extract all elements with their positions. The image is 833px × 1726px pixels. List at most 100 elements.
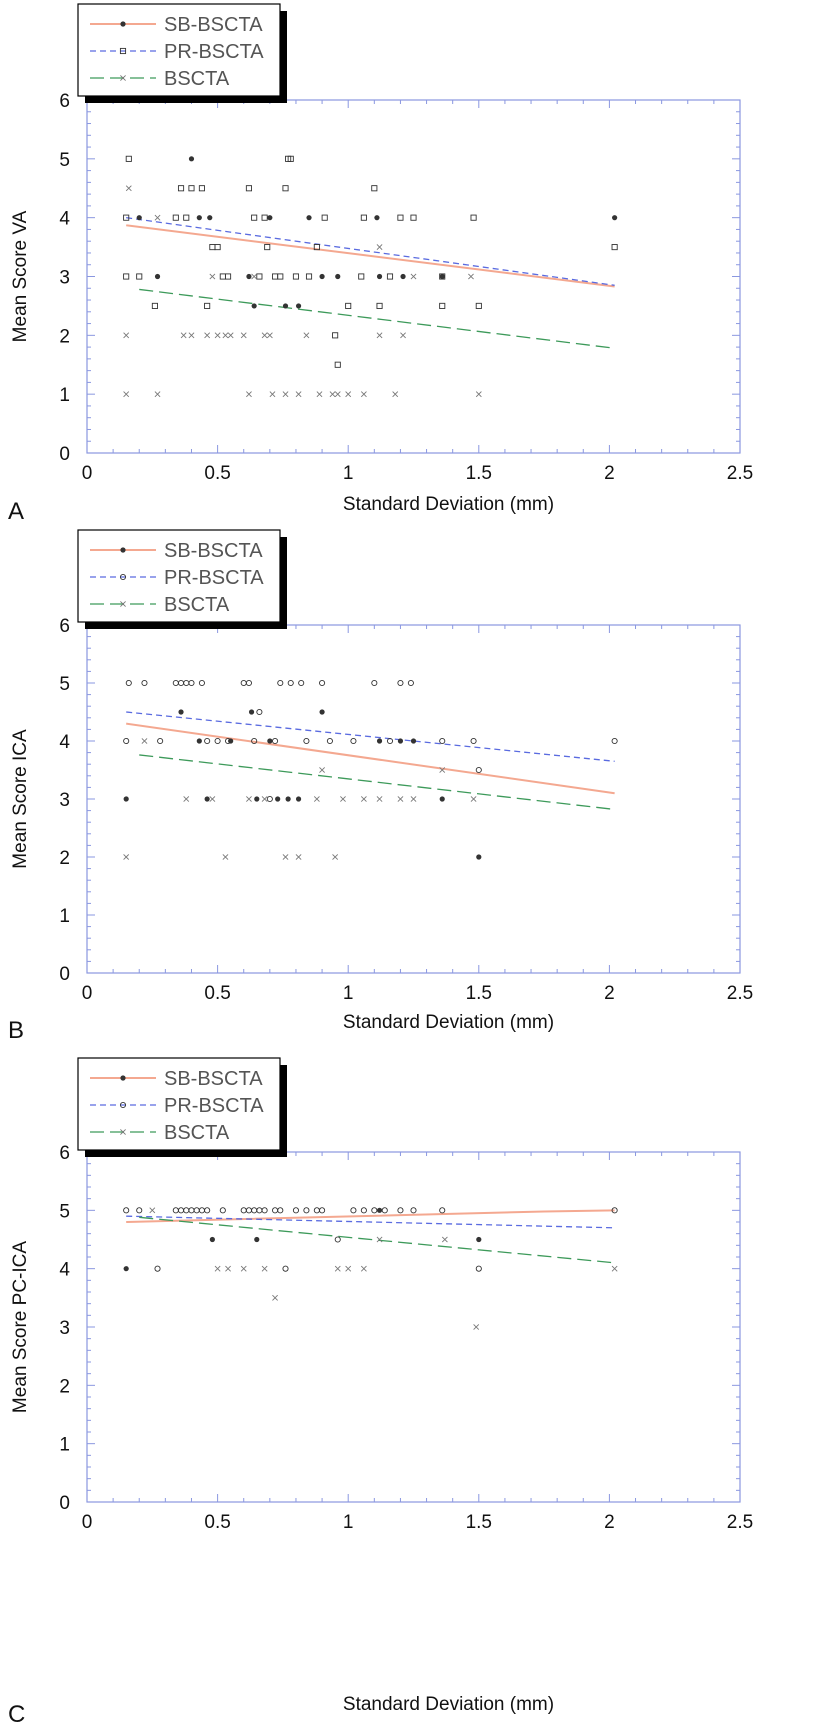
data-point-bscta (251, 273, 258, 280)
y-tick-label: 5 (59, 150, 70, 171)
x-tick-label: 0.5 (204, 983, 230, 1004)
data-point-bscta (392, 391, 399, 398)
data-point-pr-bscta (256, 1207, 263, 1214)
data-point-bscta (123, 854, 130, 860)
data-point-sb-bscta (267, 738, 273, 744)
data-point-pr-bscta (224, 737, 232, 745)
y-tick-label: 3 (59, 268, 70, 289)
data-point-pr-bscta (439, 273, 446, 280)
data-point-pr-bscta (439, 302, 446, 309)
data-point-pr-bscta (193, 1207, 200, 1214)
data-point-pr-bscta (326, 737, 333, 745)
data-point-pr-bscta (266, 795, 273, 803)
x-tick-label: 0.5 (204, 463, 230, 484)
y-tick-label: 2 (59, 326, 70, 347)
x-tick-label: 1 (343, 983, 354, 1004)
data-point-bscta (345, 391, 352, 398)
data-point-bscta (125, 185, 132, 192)
data-point-pr-bscta (475, 1265, 482, 1272)
data-point-bscta (360, 391, 367, 398)
data-point-bscta (188, 332, 195, 339)
y-tick-label: 0 (59, 444, 70, 465)
y-tick-label: 0 (59, 964, 70, 985)
data-point-sb-bscta (439, 273, 445, 280)
legend-entry-label: SB-BSCTA (164, 1068, 263, 1090)
data-point-pr-bscta (371, 679, 378, 687)
x-tick-label: 2.5 (727, 463, 753, 484)
data-point-bscta (334, 1265, 341, 1272)
data-point-pr-bscta (272, 273, 279, 280)
data-point-bscta (410, 796, 417, 802)
data-point-bscta (439, 767, 446, 773)
data-point-pr-bscta (224, 273, 232, 280)
data-point-bscta (261, 1265, 268, 1272)
y-tick-label: 3 (59, 1318, 70, 1339)
panel-letter: A (8, 498, 24, 525)
data-point-bscta (246, 796, 252, 802)
data-point-pr-bscta (183, 214, 190, 221)
data-point-pr-bscta (154, 1265, 161, 1272)
data-point-sb-bscta (376, 1207, 383, 1213)
data-point-sb-bscta (136, 215, 142, 221)
data-point-pr-bscta (136, 1207, 143, 1214)
data-point-pr-bscta (611, 1207, 618, 1214)
x-axis-label: Standard Deviation (mm) (343, 1694, 554, 1715)
data-point-bscta (209, 796, 216, 802)
data-point-pr-bscta (313, 244, 320, 251)
legend-swatch-marker (120, 601, 126, 607)
data-point-pr-bscta (123, 737, 130, 745)
data-point-sb-bscta (207, 215, 213, 221)
data-point-sb-bscta (400, 273, 406, 280)
y-tick-label: 2 (59, 848, 70, 869)
data-point-pr-bscta (475, 302, 482, 309)
data-point-pr-bscta (332, 332, 339, 339)
x-axis-label: Standard Deviation (mm) (343, 1012, 554, 1033)
legend-entry-label: BSCTA (164, 68, 230, 90)
data-point-pr-bscta (397, 214, 404, 221)
legend-entry-label: BSCTA (164, 594, 230, 616)
data-point-bscta (266, 332, 273, 339)
data-point-pr-bscta (303, 1207, 310, 1214)
data-point-bscta (360, 796, 367, 802)
data-point-pr-bscta (334, 1236, 341, 1243)
data-point-sb-bscta (123, 1266, 129, 1272)
data-point-bscta (303, 332, 310, 339)
data-point-pr-bscta (198, 185, 205, 192)
data-point-sb-bscta (476, 1236, 482, 1243)
y-axis-label: Mean Score VA (10, 210, 31, 342)
data-point-sb-bscta (154, 273, 161, 280)
data-point-bscta (376, 1236, 383, 1243)
y-tick-label: 3 (59, 790, 70, 811)
data-point-pr-bscta (264, 244, 271, 251)
data-point-pr-bscta (410, 1207, 417, 1214)
panel-letter: B (8, 1017, 24, 1044)
y-tick-label: 4 (59, 1260, 70, 1281)
data-point-pr-bscta (360, 1207, 367, 1214)
data-point-bscta (209, 273, 216, 280)
plot-frame (86, 1151, 741, 1503)
data-point-pr-bscta (123, 1207, 130, 1214)
x-tick-label: 2 (604, 463, 615, 484)
data-point-bscta (611, 1265, 618, 1272)
data-point-pr-bscta (251, 1207, 258, 1214)
data-point-bscta (149, 1207, 156, 1214)
data-point-sb-bscta (295, 303, 302, 309)
data-point-bscta (316, 391, 323, 398)
y-tick-label: 5 (59, 1201, 70, 1222)
data-point-sb-bscta (376, 273, 383, 280)
data-point-pr-bscta (261, 214, 268, 221)
y-tick-label: 4 (59, 209, 70, 230)
x-tick-label: 0 (82, 983, 93, 1004)
data-point-pr-bscta (261, 1207, 268, 1214)
data-point-bscta (410, 273, 417, 280)
data-point-pr-bscta (214, 737, 221, 745)
data-point-sb-bscta (267, 215, 273, 221)
data-point-pr-bscta (292, 273, 300, 280)
data-point-pr-bscta (219, 273, 226, 280)
data-point-bscta (400, 332, 406, 339)
data-point-pr-bscta (397, 679, 404, 687)
data-point-pr-bscta (177, 1207, 185, 1214)
data-point-pr-bscta (298, 679, 305, 687)
data-point-pr-bscta (251, 214, 258, 221)
data-point-bscta (470, 796, 477, 802)
